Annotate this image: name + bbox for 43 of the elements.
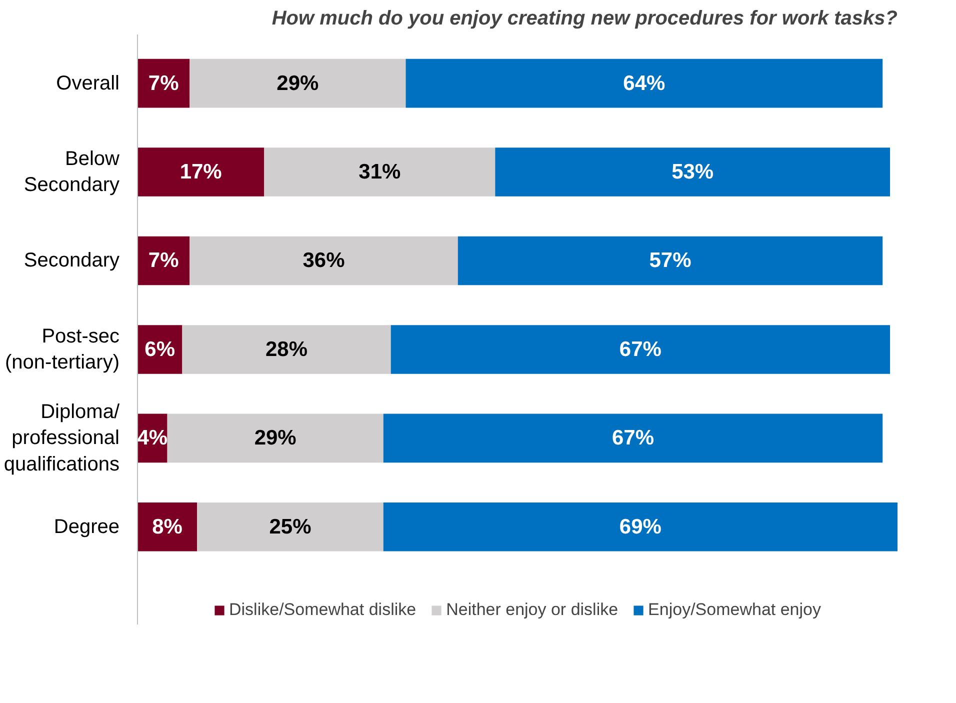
data-label: 31%: [358, 160, 401, 184]
bar: [138, 148, 264, 196]
bar: [138, 236, 190, 286]
data-label: 36%: [302, 249, 346, 272]
data-label: 29%: [254, 426, 297, 450]
y-tick-label: Overall: [56, 72, 120, 94]
bar: [495, 148, 890, 196]
bar: [390, 325, 890, 374]
data-label: 29%: [276, 72, 320, 95]
y-tick-label: Below Secondary: [24, 148, 120, 196]
data-label: 64%: [623, 72, 666, 95]
data-label: 8%: [152, 515, 183, 538]
data-label: 7%: [148, 249, 180, 272]
bar: [138, 58, 190, 108]
bar: [182, 325, 391, 374]
chart-title: How much do you enjoy creating new procedures for work tasks?: [272, 8, 898, 30]
data-label: 69%: [619, 515, 662, 538]
data-label: 53%: [672, 160, 714, 184]
data-label: 17%: [180, 160, 222, 184]
bar: [458, 236, 883, 286]
data-label: 6%: [144, 338, 176, 361]
bar: [383, 502, 898, 552]
y-tick-label: Diploma/ professional qualifications: [4, 400, 120, 476]
bar: [167, 414, 384, 463]
legend-label: Neither enjoy or dislike: [446, 600, 618, 620]
bar: [383, 414, 883, 463]
data-label: 28%: [266, 338, 308, 361]
bar: [190, 58, 406, 108]
data-label: 67%: [619, 338, 662, 361]
data-label: 57%: [649, 249, 692, 272]
bar: [264, 148, 496, 196]
data-label: 25%: [269, 515, 312, 538]
y-tick-label: Degree: [54, 516, 120, 538]
data-label: 7%: [148, 72, 180, 95]
bar: [190, 236, 458, 286]
legend-label: Dislike/Somewhat dislike: [229, 600, 416, 620]
bar: [406, 58, 883, 108]
legend-label: Enjoy/Somewhat enjoy: [648, 600, 821, 620]
data-label: 67%: [612, 426, 654, 450]
y-tick-label: Post-sec (non-tertiary): [5, 325, 120, 374]
bar: [197, 502, 384, 552]
y-tick-label: Secondary: [24, 250, 120, 272]
bar: [138, 502, 198, 552]
